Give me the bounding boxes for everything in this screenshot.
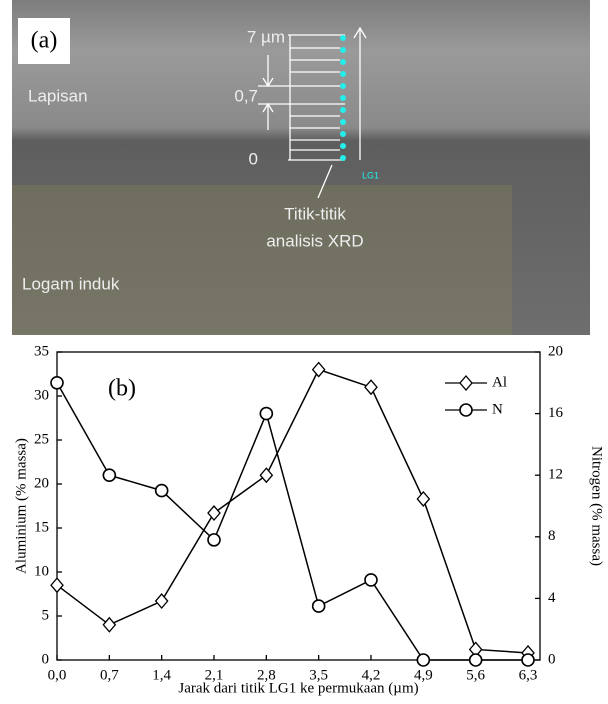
marker — [417, 492, 429, 506]
y-tick-label: 10 — [34, 563, 49, 579]
x-tick-label: 0,7 — [100, 667, 119, 683]
y-axis-label: Aluminium (% massa) — [13, 438, 29, 574]
marker — [365, 574, 377, 586]
marker — [470, 654, 482, 666]
marker — [208, 506, 220, 520]
marker — [103, 618, 115, 632]
x-tick-label: 5,6 — [466, 667, 485, 683]
marker — [51, 578, 63, 592]
marker — [417, 654, 429, 666]
y2-tick-label: 8 — [548, 528, 556, 544]
marker — [260, 468, 272, 482]
y2-tick-label: 16 — [548, 405, 564, 421]
legend-marker — [460, 376, 472, 390]
panel-label: (a) — [31, 28, 58, 54]
y2-tick-label: 12 — [548, 467, 563, 483]
y-tick-label: 15 — [34, 519, 49, 535]
y-tick-label: 20 — [34, 475, 49, 491]
x-tick-label: 0,0 — [48, 667, 67, 683]
sem-overlay — [12, 185, 512, 335]
panel-label: (b) — [108, 376, 136, 402]
scale-label: 0,7 — [234, 86, 258, 105]
marker — [156, 594, 168, 608]
marker — [51, 377, 63, 389]
x-tick-label: 6,3 — [519, 667, 538, 683]
marker — [260, 408, 272, 420]
scale-label: 7 µm — [247, 27, 285, 46]
y-tick-label: 25 — [34, 431, 49, 447]
marker — [156, 485, 168, 497]
y-tick-label: 5 — [42, 607, 50, 623]
x-axis-label: Jarak dari titik LG1 ke permukaan (µm) — [178, 680, 418, 696]
scale-label: 0 — [249, 149, 258, 168]
layer-label: Lapisan — [28, 86, 88, 105]
y-tick-label: 0 — [42, 651, 50, 667]
series-line — [57, 383, 528, 660]
legend-label: Al — [492, 374, 507, 390]
y-tick-label: 35 — [34, 343, 49, 359]
marker — [365, 380, 377, 394]
sem-image: (a) 7 µm 0,7 0 Lapisan Logam induk Titik… — [12, 0, 590, 335]
y2-tick-label: 4 — [548, 590, 556, 606]
marker — [208, 534, 220, 546]
annotation: Titik-titik — [284, 204, 346, 223]
annotation: analisis XRD — [266, 231, 363, 250]
marker — [313, 600, 325, 612]
marker — [522, 654, 534, 666]
figure: (a) 7 µm 0,7 0 Lapisan Logam induk Titik… — [0, 0, 608, 699]
marker — [313, 363, 325, 377]
legend-marker — [460, 404, 472, 416]
y-tick-label: 30 — [34, 387, 49, 403]
point-label: LG1 — [362, 170, 379, 180]
substrate-label: Logam induk — [22, 274, 120, 293]
y2-tick-label: 20 — [548, 343, 563, 359]
page: {"image_a": {"panel_label": "(a)", "scal… — [0, 0, 608, 699]
legend-label: N — [492, 401, 503, 417]
x-tick-label: 1,4 — [152, 667, 171, 683]
marker — [103, 469, 115, 481]
y2-axis-label: Nitrogen (% massa) — [589, 446, 605, 566]
y2-tick-label: 0 — [548, 651, 556, 667]
